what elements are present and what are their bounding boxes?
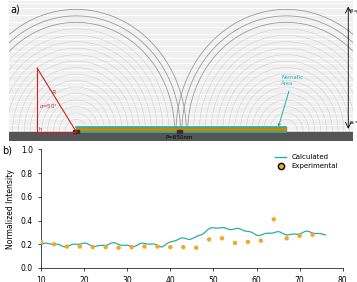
Point [90, 245, 96, 250]
Point [219, 236, 225, 241]
Text: b): b) [2, 145, 12, 155]
Point [232, 241, 238, 245]
Point [297, 234, 302, 238]
Point [129, 245, 134, 250]
Point [167, 245, 173, 250]
Bar [177, 130, 182, 133]
Point [180, 245, 186, 250]
Point [116, 246, 121, 250]
Point [51, 242, 57, 246]
Text: R: R [52, 90, 56, 95]
Bar [76, 127, 286, 132]
Text: $e_{top}$=220nm: $e_{top}$=220nm [349, 7, 357, 17]
Point [245, 240, 251, 244]
Point [258, 238, 264, 243]
Text: $\alpha$=50°: $\alpha$=50° [39, 102, 58, 110]
Point [284, 236, 290, 241]
Point [193, 246, 199, 250]
Text: h: h [39, 127, 42, 132]
Legend: Calculated, Experimental: Calculated, Experimental [273, 151, 341, 172]
Point [271, 217, 277, 222]
Point [142, 244, 147, 249]
Y-axis label: Normalized Intensity: Normalized Intensity [6, 169, 15, 248]
Text: a): a) [11, 5, 20, 15]
Point [310, 232, 316, 237]
Text: $e_{b}$=20nm: $e_{b}$=20nm [349, 118, 357, 127]
Point [155, 244, 160, 249]
Point [103, 245, 109, 250]
Bar [73, 130, 79, 133]
Text: P=650nm: P=650nm [166, 135, 193, 140]
Bar [9, 132, 353, 141]
Point [77, 244, 83, 249]
Point [206, 237, 212, 242]
Text: Nematic
Area: Nematic Area [278, 75, 303, 126]
Point [38, 240, 44, 244]
Point [64, 244, 70, 249]
